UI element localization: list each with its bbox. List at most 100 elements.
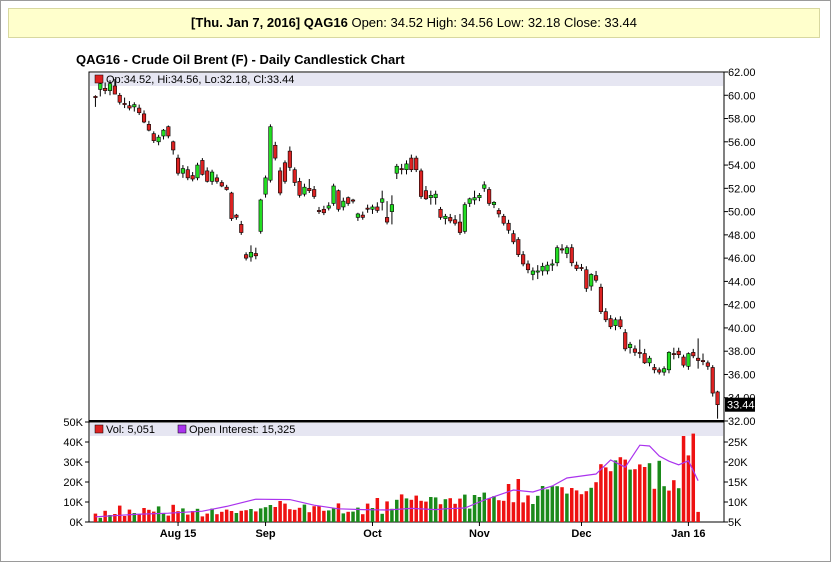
candle-body: [292, 169, 297, 183]
candle-body: [210, 171, 215, 182]
candle-body: [200, 160, 205, 175]
candle-body: [467, 198, 472, 204]
volume-bar: [691, 433, 696, 522]
volume-bar: [424, 501, 428, 522]
quote-banner: [Thu. Jan 7, 2016] QAG16 Open: 34.52 Hig…: [8, 8, 820, 38]
candle-body: [360, 214, 365, 218]
volume-tick-label: 50K: [63, 417, 83, 429]
volume-bar: [258, 508, 263, 522]
candle-body: [214, 177, 219, 182]
volume-bar: [672, 480, 676, 522]
volume-bar: [390, 508, 394, 522]
candle-body: [462, 204, 467, 232]
candle-body: [419, 170, 424, 197]
price-tick-label: 50.00: [728, 207, 756, 219]
volume-bar: [570, 488, 574, 522]
volume-bar: [560, 487, 564, 522]
volume-bar: [307, 512, 312, 522]
volume-tick-label: 20K: [63, 477, 83, 489]
candle-body: [117, 94, 122, 103]
candle-body: [545, 264, 550, 272]
candle-body: [185, 169, 190, 179]
price-tick-label: 40.00: [728, 323, 756, 335]
candle-body: [297, 181, 302, 196]
candle-body: [166, 126, 171, 137]
x-tick-label: Sep: [255, 528, 275, 540]
volume-bar: [181, 508, 185, 522]
candle-body: [205, 170, 210, 182]
oi-tick-label: 20K: [728, 457, 748, 469]
volume-bar: [613, 460, 618, 522]
volume-legend-bar: [90, 423, 723, 436]
volume-bar: [516, 479, 521, 522]
candle-body: [423, 190, 428, 200]
volume-bar: [190, 511, 195, 522]
candle-body: [448, 217, 453, 222]
volume-bar: [681, 436, 686, 522]
volume-bar: [288, 509, 292, 522]
quote-symbol: QAG16: [303, 15, 348, 30]
candle-body: [676, 350, 681, 355]
candle-body: [331, 185, 336, 204]
candle-body: [623, 332, 628, 350]
volume-bar: [156, 506, 161, 522]
quote-date: [Thu. Jan 7, 2016]: [191, 15, 301, 30]
candle-body: [647, 357, 652, 364]
oi-legend-swatch: [177, 424, 187, 434]
volume-bar: [346, 511, 350, 522]
volume-bar: [686, 455, 691, 522]
price-tick-label: 62.00: [728, 67, 756, 79]
candle-body: [657, 369, 662, 373]
volume-bar: [628, 469, 632, 522]
candle-body: [137, 107, 142, 114]
volume-bar: [458, 498, 462, 522]
volume-bar: [545, 489, 550, 522]
volume-bar: [438, 504, 443, 522]
oi-tick-label: 25K: [728, 437, 748, 449]
volume-bar: [108, 515, 112, 522]
volume-bar: [395, 499, 399, 522]
volume-bar: [604, 467, 608, 522]
candle-body: [112, 85, 117, 95]
volume-bar: [467, 508, 472, 522]
candle-body: [248, 252, 254, 258]
candle-body: [603, 311, 608, 321]
volume-bar: [117, 505, 122, 522]
volume-tick-label: 40K: [63, 437, 83, 449]
oi-tick-label: 15K: [728, 477, 748, 489]
volume-bar: [618, 457, 623, 522]
open-interest-line: [95, 444, 699, 518]
price-tick-label: 38.00: [728, 346, 756, 358]
candle-body: [365, 207, 370, 210]
candle-body: [316, 210, 322, 212]
volume-bar: [676, 488, 681, 522]
candle-body: [263, 177, 268, 195]
candle-body: [375, 206, 380, 211]
volume-bar: [137, 514, 141, 522]
oi-legend-text: Open Interest: 15,325: [189, 424, 295, 436]
volume-bar: [399, 494, 404, 522]
candle-body: [535, 270, 540, 273]
x-tick-label: Oct: [363, 528, 382, 540]
price-tick-label: 36.00: [728, 369, 756, 381]
volume-bar: [448, 498, 452, 522]
candle-body: [161, 129, 166, 137]
candle-body: [171, 141, 176, 151]
price-legend-text: Op:34.52, Hi:34.56, Lo:32.18, Cl:33.44: [106, 74, 294, 86]
candle-body: [107, 83, 113, 91]
candle-body: [691, 352, 696, 357]
last-price-box: [725, 397, 755, 412]
candle-body: [409, 157, 414, 171]
volume-bar: [608, 471, 613, 522]
price-legend-swatch: [94, 74, 104, 84]
volume-bar: [638, 464, 642, 522]
candle-body: [594, 275, 599, 281]
candle-body: [244, 254, 249, 259]
candle-body: [700, 360, 706, 362]
volume-bar: [234, 513, 239, 522]
candle-body: [589, 274, 594, 287]
x-tick-label: Jan 16: [671, 528, 705, 540]
candle-body: [569, 247, 574, 264]
candle-body: [496, 210, 501, 215]
volume-bar: [380, 513, 384, 522]
